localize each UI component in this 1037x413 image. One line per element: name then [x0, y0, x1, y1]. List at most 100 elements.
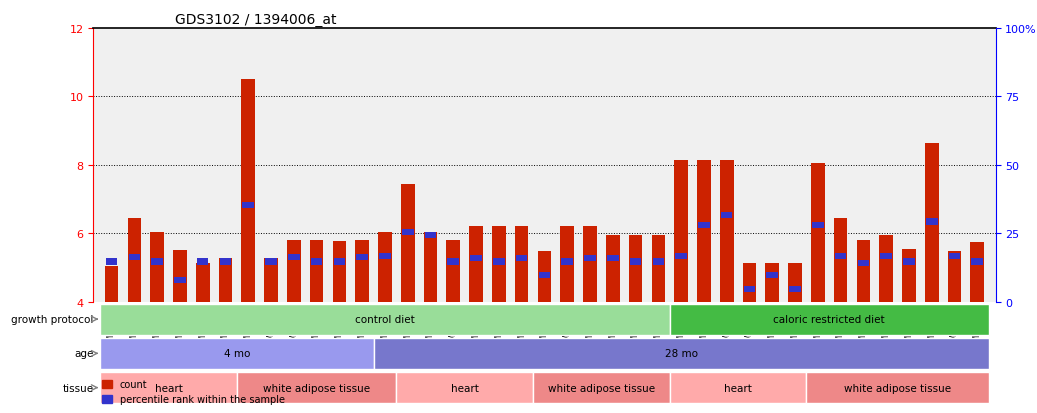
Bar	[880, 253, 892, 259]
Bar	[902, 249, 916, 302]
Text: tissue: tissue	[62, 383, 93, 393]
Bar	[243, 203, 254, 209]
Bar	[584, 255, 596, 261]
Bar	[879, 235, 893, 302]
FancyBboxPatch shape	[670, 372, 807, 403]
Bar	[151, 259, 163, 265]
Bar	[583, 226, 597, 302]
FancyBboxPatch shape	[533, 372, 670, 403]
Bar	[948, 252, 961, 302]
Text: growth protocol: growth protocol	[11, 314, 93, 324]
Bar	[128, 218, 141, 302]
Bar	[514, 226, 529, 302]
Text: heart: heart	[724, 383, 752, 393]
Bar	[129, 254, 140, 260]
Bar	[858, 260, 869, 266]
Bar	[493, 259, 505, 265]
Bar	[972, 259, 983, 265]
FancyBboxPatch shape	[807, 372, 988, 403]
Bar	[607, 255, 619, 261]
FancyBboxPatch shape	[236, 372, 396, 403]
Bar	[333, 242, 346, 302]
Bar	[492, 226, 506, 302]
Bar	[903, 259, 915, 265]
FancyBboxPatch shape	[101, 338, 373, 369]
Bar	[835, 253, 846, 259]
Bar	[424, 232, 438, 302]
Bar	[174, 277, 186, 283]
FancyBboxPatch shape	[396, 372, 533, 403]
Bar	[242, 80, 255, 302]
Bar	[425, 233, 437, 239]
Text: GDS3102 / 1394006_at: GDS3102 / 1394006_at	[174, 12, 336, 26]
Text: control diet: control diet	[355, 314, 415, 324]
Bar	[651, 235, 665, 302]
Bar	[173, 250, 187, 302]
Bar	[560, 226, 574, 302]
Bar	[402, 229, 414, 235]
Text: 4 mo: 4 mo	[224, 349, 250, 358]
Bar	[538, 273, 551, 279]
Bar	[834, 218, 847, 302]
FancyBboxPatch shape	[670, 304, 988, 335]
Text: 28 mo: 28 mo	[665, 349, 698, 358]
Bar	[150, 232, 164, 302]
Bar	[105, 266, 118, 302]
Bar	[812, 222, 823, 228]
Text: age: age	[74, 349, 93, 358]
Bar	[287, 240, 301, 302]
Bar	[744, 286, 755, 292]
Bar	[196, 263, 209, 302]
Bar	[766, 273, 778, 279]
Bar	[652, 259, 664, 265]
Bar	[674, 160, 688, 302]
Bar	[106, 259, 117, 265]
Bar	[765, 263, 779, 302]
Bar	[628, 235, 642, 302]
Bar	[788, 263, 802, 302]
FancyBboxPatch shape	[101, 304, 670, 335]
Bar	[447, 240, 460, 302]
FancyBboxPatch shape	[101, 372, 236, 403]
Bar	[606, 235, 620, 302]
Text: heart: heart	[155, 383, 183, 393]
Bar	[515, 255, 528, 261]
Bar	[356, 240, 369, 302]
Bar	[675, 253, 686, 259]
Bar	[629, 259, 641, 265]
Bar	[310, 240, 324, 302]
Bar	[288, 254, 300, 260]
Bar	[698, 222, 709, 228]
Bar	[561, 259, 573, 265]
Bar	[857, 240, 870, 302]
Bar	[448, 259, 459, 265]
Bar	[401, 184, 415, 302]
Bar	[811, 164, 824, 302]
Bar	[721, 212, 732, 218]
Bar	[265, 259, 277, 265]
Bar	[334, 259, 345, 265]
Bar	[197, 259, 208, 265]
Bar	[357, 254, 368, 260]
Text: white adipose tissue: white adipose tissue	[844, 383, 951, 393]
Text: heart: heart	[451, 383, 479, 393]
Bar	[264, 259, 278, 302]
Bar	[219, 259, 232, 302]
Bar	[470, 255, 482, 261]
Text: white adipose tissue: white adipose tissue	[548, 383, 655, 393]
Text: caloric restricted diet: caloric restricted diet	[774, 314, 885, 324]
Bar	[789, 286, 801, 292]
Bar	[220, 259, 231, 265]
Text: white adipose tissue: white adipose tissue	[263, 383, 370, 393]
Bar	[537, 252, 552, 302]
Bar	[925, 143, 938, 302]
Bar	[971, 242, 984, 302]
Bar	[379, 232, 392, 302]
Bar	[311, 259, 323, 265]
FancyBboxPatch shape	[373, 338, 988, 369]
Bar	[720, 160, 733, 302]
Bar	[949, 253, 960, 259]
Bar	[742, 263, 756, 302]
Legend: count, percentile rank within the sample: count, percentile rank within the sample	[99, 375, 288, 408]
Bar	[697, 160, 710, 302]
